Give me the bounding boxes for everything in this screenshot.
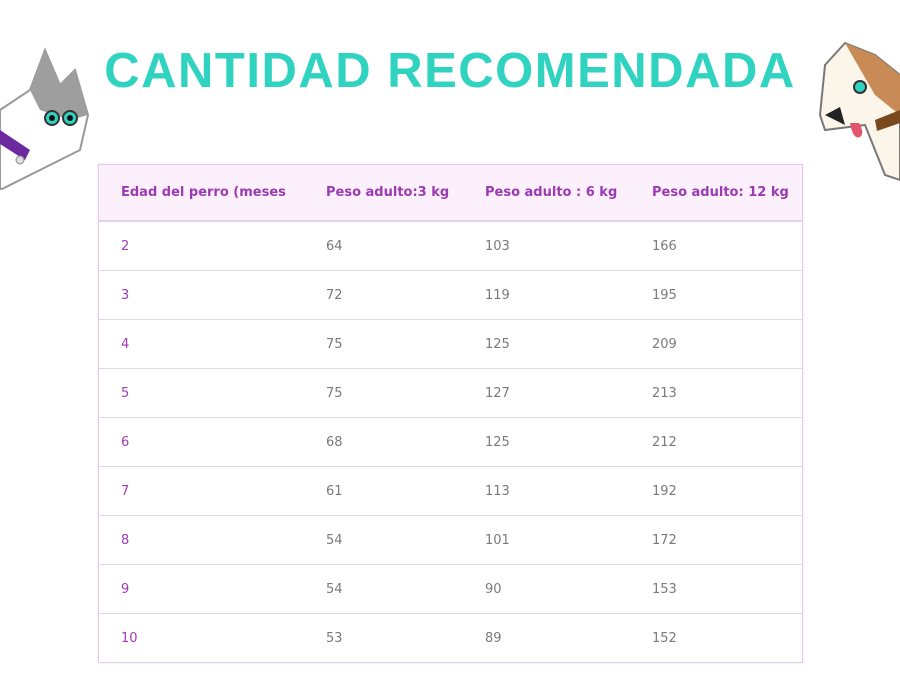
table-cell: 72	[326, 287, 343, 303]
table-cell: 10	[121, 630, 138, 646]
table-cell: 64	[326, 238, 343, 254]
table-cell: 101	[485, 532, 510, 548]
table-cell: 6	[121, 434, 130, 450]
table-cell: 75	[326, 336, 343, 352]
table-cell: 172	[652, 532, 677, 548]
table-row: 10 53 89 152	[99, 613, 802, 662]
table-cell: 119	[485, 287, 510, 303]
table-cell: 192	[652, 483, 677, 499]
table-row: 4 75 125 209	[99, 319, 802, 368]
cat-illustration	[0, 47, 90, 190]
table-cell: 5	[121, 385, 130, 401]
table-cell: 4	[121, 336, 130, 352]
table-cell: 152	[652, 630, 677, 646]
table-row: 8 54 101 172	[99, 515, 802, 564]
column-header: Peso adulto: 12 kg	[652, 185, 789, 200]
table-cell: 54	[326, 581, 343, 597]
table-cell: 213	[652, 385, 677, 401]
table-cell: 212	[652, 434, 677, 450]
table-cell: 153	[652, 581, 677, 597]
table-cell: 75	[326, 385, 343, 401]
table-row: 5 75 127 213	[99, 368, 802, 417]
table-cell: 125	[485, 434, 510, 450]
table-cell: 103	[485, 238, 510, 254]
page-title: CANTIDAD RECOMENDADA	[104, 44, 796, 98]
table-row: 3 72 119 195	[99, 270, 802, 319]
table-cell: 127	[485, 385, 510, 401]
table-cell: 2	[121, 238, 130, 254]
table-cell: 125	[485, 336, 510, 352]
column-header: Edad del perro (meses	[121, 185, 286, 200]
table-cell: 195	[652, 287, 677, 303]
table-row: 7 61 113 192	[99, 466, 802, 515]
table-cell: 209	[652, 336, 677, 352]
column-header: Peso adulto:3 kg	[326, 185, 450, 200]
table-cell: 61	[326, 483, 343, 499]
table-row: 2 64 103 166	[99, 221, 802, 270]
table-row: 9 54 90 153	[99, 564, 802, 613]
column-header: Peso adulto : 6 kg	[485, 185, 618, 200]
table: Edad del perro (meses Peso adulto:3 kg Pes…	[98, 164, 803, 663]
table-cell: 53	[326, 630, 343, 646]
table-cell: 89	[485, 630, 502, 646]
table-cell: 3	[121, 287, 130, 303]
table-cell: 9	[121, 581, 130, 597]
table-row: 6 68 125 212	[99, 417, 802, 466]
table-cell: 90	[485, 581, 502, 597]
table-cell: 54	[326, 532, 343, 548]
table-cell: 7	[121, 483, 130, 499]
table-cell: 166	[652, 238, 677, 254]
dog-illustration	[818, 41, 900, 182]
table-cell: 68	[326, 434, 343, 450]
header-row: Edad del perro (meses Peso adulto:3 kg Pes…	[99, 165, 802, 221]
table-cell: 113	[485, 483, 510, 499]
table-cell: 8	[121, 532, 130, 548]
